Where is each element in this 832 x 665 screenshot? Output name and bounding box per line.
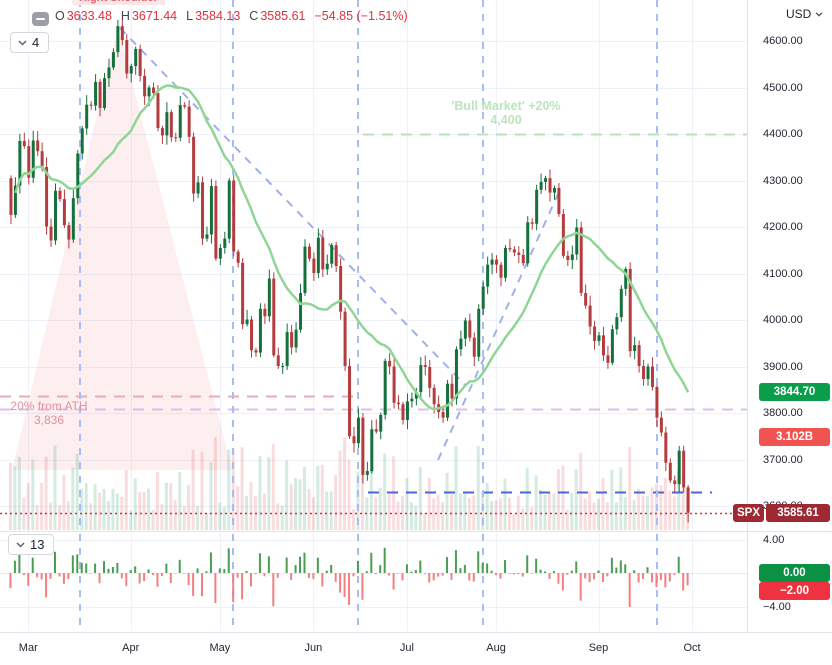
month-label: Mar <box>18 642 38 654</box>
close-label: C <box>249 9 259 23</box>
symbol-tag: SPX <box>733 504 764 522</box>
indicator-neg-tag: −2.00 <box>759 582 830 600</box>
open-label: O <box>55 9 65 23</box>
price-tick: 4100.00 <box>763 267 803 280</box>
open-value: 3633.48 <box>66 9 112 23</box>
main-pane-collapse-button[interactable]: 4 <box>10 32 50 53</box>
currency-label: USD <box>786 7 812 21</box>
month-label: May <box>209 642 231 654</box>
high-value: 3671.44 <box>131 9 178 23</box>
hide-legend-button[interactable] <box>32 12 49 26</box>
change-value: −54.85 (−1.51%) <box>314 9 408 23</box>
pane-separator[interactable] <box>0 531 832 532</box>
ma-price-tag: 3844.70 <box>759 383 830 401</box>
price-tick: 4500.00 <box>763 81 803 94</box>
price-tick: 4400.00 <box>763 128 803 140</box>
minus-icon <box>36 18 45 20</box>
volume-tag: 3.102B <box>759 428 830 446</box>
price-tick: 4200.00 <box>763 221 803 233</box>
price-tick: 3800.00 <box>763 407 803 419</box>
chevron-down-icon <box>815 11 823 17</box>
sub-pane-count: 13 <box>30 537 45 552</box>
price-tick: 4600.00 <box>763 35 803 47</box>
month-label: Sep <box>588 642 609 654</box>
ath-text: 20% from ATH <box>10 399 88 413</box>
indicator-pos-tag: 0.00 <box>759 564 830 582</box>
ath-annotation: 20% from ATH 3,836 <box>0 399 98 427</box>
price-axis[interactable]: USD 3844.70 3.102B 4.00 −4.00 0.00 −2.00… <box>747 0 832 632</box>
price-tick: 4000.00 <box>763 314 803 326</box>
time-axis[interactable]: Mar Apr May Jun Jul Aug Sep Oct <box>0 632 832 665</box>
high-label: H <box>120 9 130 23</box>
sub-axis-tick: −4.00 <box>763 601 791 613</box>
bull-market-text: 'Bull Market' +20% <box>451 99 561 113</box>
price-tick: 3900.00 <box>763 360 803 373</box>
price-tick: 4300.00 <box>763 174 803 187</box>
month-label: Apr <box>122 642 140 654</box>
ath-price: 3,836 <box>33 412 65 427</box>
close-value: 3585.61 <box>260 9 306 23</box>
bull-market-annotation: 'Bull Market' +20% 4,400 <box>380 99 632 127</box>
month-label: Oct <box>683 642 701 654</box>
last-price-value: 3585.61 <box>766 504 830 522</box>
last-price-tag: SPX 3585.61 <box>733 504 830 522</box>
low-value: 3584.13 <box>195 9 241 23</box>
right-shoulder-label: Right Shoulder <box>72 0 165 5</box>
ohlc-legend: O 3633.48 H 3671.44 L 3584.13 C 3585.61 −54.… <box>55 9 408 23</box>
main-pane-count: 4 <box>32 35 40 50</box>
chevron-down-icon <box>18 39 27 46</box>
price-tick: 3700.00 <box>763 453 803 466</box>
month-label: Jul <box>399 642 414 654</box>
chevron-down-icon <box>16 541 25 548</box>
month-label: Jun <box>304 642 323 654</box>
currency-dropdown[interactable]: USD <box>786 7 823 21</box>
sub-pane-collapse-button[interactable]: 13 <box>8 534 55 555</box>
month-label: Aug <box>486 642 506 654</box>
low-label: L <box>186 9 194 23</box>
bull-market-price: 4,400 <box>490 113 522 127</box>
sub-axis-tick: 4.00 <box>763 534 785 546</box>
